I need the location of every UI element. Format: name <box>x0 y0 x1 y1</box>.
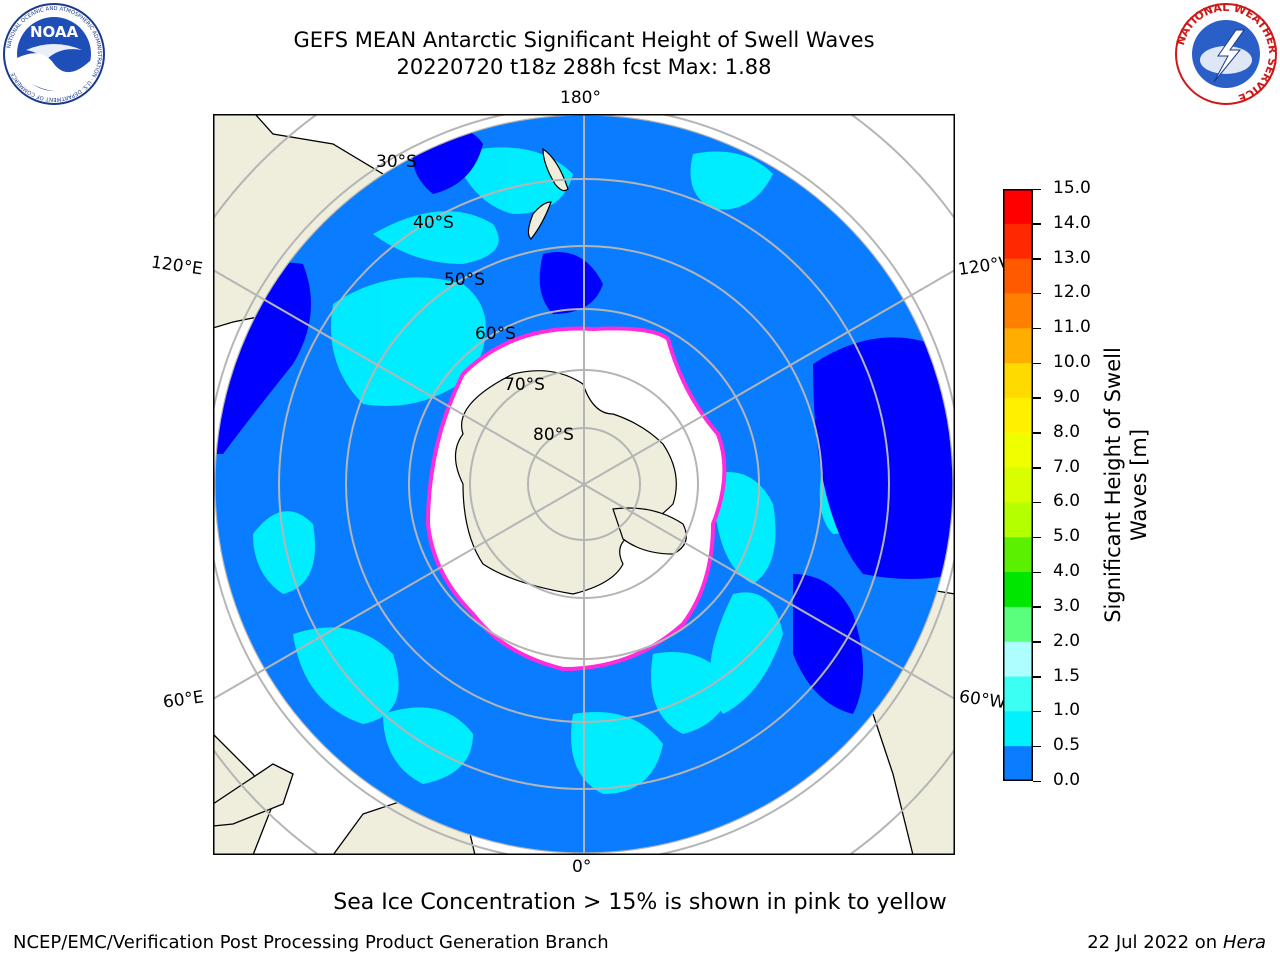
lat-label-30s: 30°S <box>376 152 417 172</box>
colorbar-segment <box>1003 676 1033 712</box>
colorbar-tick-mark <box>1033 710 1041 713</box>
colorbar-tick-mark <box>1033 223 1041 225</box>
colorbar-segment <box>1003 189 1033 225</box>
colorbar-tick-label: 4.0 <box>1053 561 1081 582</box>
colorbar-tick-label: 5.0 <box>1053 526 1081 547</box>
colorbar-tick-mark <box>1033 188 1041 190</box>
svg-text:Significant Height of Swell: Significant Height of Swell <box>1101 347 1125 623</box>
colorbar-tick-label: 14.0 <box>1053 212 1091 233</box>
colorbar-tick-label: 15.0 <box>1053 178 1091 198</box>
colorbar-segment <box>1003 746 1033 782</box>
colorbar-tick-label: 3.0 <box>1053 595 1081 616</box>
colorbar-segment <box>1003 606 1033 643</box>
colorbar-segment <box>1003 641 1033 678</box>
colorbar-tick-mark <box>1033 676 1041 678</box>
swell-height-field <box>215 115 953 853</box>
colorbar-segment <box>1003 467 1033 503</box>
lat-label-80s: 80°S <box>533 425 574 445</box>
colorbar-tick-label: 12.0 <box>1053 282 1091 303</box>
colorbar-tick-mark <box>1033 780 1041 782</box>
colorbar-tick-mark <box>1033 432 1041 434</box>
footer-date-text: 22 Jul 2022 on <box>1087 932 1218 953</box>
colorbar-tick-label: 9.0 <box>1053 386 1081 407</box>
colorbar-tick-mark <box>1033 641 1041 643</box>
footer-date: 22 Jul 2022 on Hera <box>1087 932 1266 953</box>
colorbar-tick-label: 1.0 <box>1053 700 1081 721</box>
lat-label-40s: 40°S <box>413 213 454 233</box>
colorbar-tick-mark <box>1033 606 1041 608</box>
colorbar-tick-mark <box>1033 571 1041 574</box>
chart-title: GEFS MEAN Antarctic Significant Height o… <box>293 28 875 52</box>
lon-label-60e: 60°E <box>161 687 206 713</box>
svg-text:NOAA: NOAA <box>30 23 79 41</box>
footer-branch: NCEP/EMC/Verification Post Processing Pr… <box>13 932 609 953</box>
lat-label-70s: 70°S <box>504 375 545 395</box>
colorbar-segment <box>1003 328 1033 364</box>
colorbar-segment <box>1003 502 1033 538</box>
colorbar-tick-label: 10.0 <box>1053 352 1091 373</box>
colorbar-tick-label: 7.0 <box>1053 456 1081 477</box>
lat-label-50s: 50°S <box>444 270 485 290</box>
colorbar-tick-mark <box>1033 501 1041 504</box>
colorbar <box>1003 189 1033 782</box>
lon-label-60w: 60°W <box>957 686 1008 714</box>
colorbar-tick-label: 0.5 <box>1053 735 1081 756</box>
colorbar-segment <box>1003 223 1033 260</box>
colorbar-title: Significant Height of Swell Waves [m] <box>1096 335 1160 635</box>
graticule <box>213 114 955 855</box>
lat-label-60s: 60°S <box>475 324 516 344</box>
colorbar-segment <box>1003 537 1033 573</box>
colorbar-tick-label: 6.0 <box>1053 491 1081 512</box>
footer-machine: Hera <box>1222 932 1266 953</box>
colorbar-tick-mark <box>1033 327 1041 330</box>
lon-label-0: 0° <box>572 857 592 877</box>
colorbar-tick-mark <box>1033 467 1041 469</box>
colorbar-segment <box>1003 397 1033 434</box>
colorbar-segment <box>1003 572 1033 608</box>
lon-label-180: 180° <box>560 88 601 108</box>
sea-ice-note: Sea Ice Concentration > 15% is shown in … <box>333 890 947 915</box>
lon-label-120e: 120°E <box>149 252 204 280</box>
nws-logo: NATIONAL WEATHER SERVICE <box>1174 1 1279 106</box>
colorbar-tick-label: 1.5 <box>1053 665 1081 686</box>
colorbar-segment <box>1003 293 1033 329</box>
colorbar-tick-mark <box>1033 362 1041 365</box>
colorbar-tick-mark <box>1033 258 1041 260</box>
colorbar-tick-mark <box>1033 292 1041 295</box>
colorbar-segment <box>1003 363 1033 399</box>
colorbar-tick-label: 11.0 <box>1053 317 1091 338</box>
colorbar-tick-label: 0.0 <box>1053 770 1081 790</box>
colorbar-segment <box>1003 258 1033 294</box>
colorbar-tick-label: 8.0 <box>1053 421 1081 442</box>
colorbar-tick-mark <box>1033 745 1041 748</box>
colorbar-tick-label: 2.0 <box>1053 630 1081 651</box>
colorbar-tick-mark <box>1033 397 1041 399</box>
antarctic-map <box>213 114 955 855</box>
colorbar-tick-mark <box>1033 536 1041 539</box>
svg-text:Waves [m]: Waves [m] <box>1127 429 1151 541</box>
colorbar-segment <box>1003 432 1033 469</box>
noaa-logo: NOAA NATIONAL OCEANIC AND ATMOSPHERIC AD… <box>2 2 106 106</box>
colorbar-segment <box>1003 711 1033 747</box>
chart-subtitle: 20220720 t18z 288h fcst Max: 1.88 <box>396 55 772 79</box>
antarctica-land <box>454 370 677 595</box>
colorbar-tick-label: 13.0 <box>1053 247 1091 268</box>
